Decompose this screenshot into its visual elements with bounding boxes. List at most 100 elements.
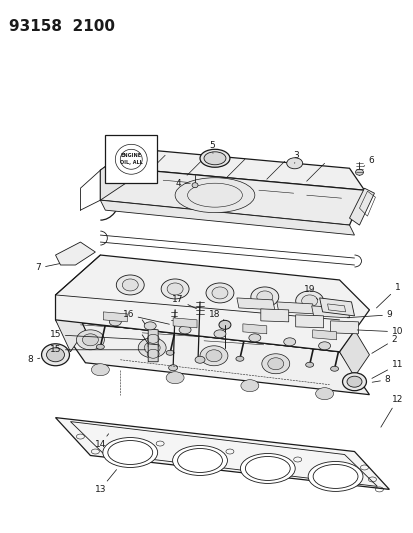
Ellipse shape <box>315 387 333 400</box>
Text: 8: 8 <box>28 356 40 364</box>
Polygon shape <box>330 321 358 334</box>
Ellipse shape <box>172 446 227 475</box>
Ellipse shape <box>76 330 104 350</box>
Text: 1: 1 <box>375 284 399 308</box>
Polygon shape <box>173 318 197 328</box>
Ellipse shape <box>218 320 230 329</box>
Ellipse shape <box>96 344 104 349</box>
Text: OIL, ALL: OIL, ALL <box>120 160 142 165</box>
Text: 10: 10 <box>356 327 402 336</box>
Ellipse shape <box>199 149 229 167</box>
Polygon shape <box>236 298 274 310</box>
Ellipse shape <box>199 346 228 366</box>
Text: 11: 11 <box>371 360 402 378</box>
Text: 6: 6 <box>363 156 373 166</box>
Polygon shape <box>260 309 288 322</box>
Polygon shape <box>100 148 363 225</box>
Text: 7: 7 <box>36 263 59 272</box>
Ellipse shape <box>122 279 138 291</box>
Text: 13: 13 <box>95 470 116 494</box>
Polygon shape <box>55 255 368 352</box>
Ellipse shape <box>144 342 160 354</box>
Ellipse shape <box>301 295 317 307</box>
Ellipse shape <box>295 291 323 311</box>
Ellipse shape <box>138 338 166 358</box>
Polygon shape <box>242 324 266 334</box>
Ellipse shape <box>214 330 225 338</box>
Text: 3: 3 <box>292 151 298 163</box>
Text: 12: 12 <box>380 395 402 427</box>
Ellipse shape <box>342 373 366 391</box>
Ellipse shape <box>166 372 184 384</box>
Text: ENGINE: ENGINE <box>121 153 142 158</box>
Ellipse shape <box>91 364 109 376</box>
Ellipse shape <box>102 438 157 467</box>
Ellipse shape <box>168 365 177 371</box>
Polygon shape <box>339 330 368 377</box>
Ellipse shape <box>116 275 144 295</box>
Ellipse shape <box>240 379 258 392</box>
Polygon shape <box>55 298 85 352</box>
Text: 8: 8 <box>371 375 389 384</box>
Ellipse shape <box>235 356 243 361</box>
Polygon shape <box>100 148 130 200</box>
Text: 93158  2100: 93158 2100 <box>9 19 114 34</box>
Ellipse shape <box>286 158 302 169</box>
Ellipse shape <box>283 338 295 346</box>
Ellipse shape <box>307 462 362 491</box>
Ellipse shape <box>330 366 338 371</box>
Ellipse shape <box>250 287 278 307</box>
Ellipse shape <box>167 283 183 295</box>
Polygon shape <box>55 320 368 394</box>
Ellipse shape <box>144 322 156 330</box>
Text: 19: 19 <box>303 286 317 300</box>
Text: 2: 2 <box>371 335 396 353</box>
Polygon shape <box>105 135 157 183</box>
Ellipse shape <box>166 350 174 356</box>
Polygon shape <box>55 298 354 352</box>
Ellipse shape <box>248 334 260 342</box>
Polygon shape <box>311 306 349 318</box>
Polygon shape <box>100 200 354 235</box>
Text: 5: 5 <box>209 141 214 154</box>
Text: 18: 18 <box>209 310 223 320</box>
Ellipse shape <box>206 283 233 303</box>
Ellipse shape <box>305 362 313 367</box>
Ellipse shape <box>346 376 361 387</box>
Ellipse shape <box>256 291 272 303</box>
Ellipse shape <box>109 318 121 326</box>
Polygon shape <box>55 242 95 265</box>
Polygon shape <box>349 188 373 225</box>
Ellipse shape <box>46 348 64 362</box>
Polygon shape <box>312 330 336 340</box>
Polygon shape <box>319 298 354 316</box>
Ellipse shape <box>206 350 221 362</box>
Text: 9: 9 <box>347 310 391 319</box>
Ellipse shape <box>240 454 294 483</box>
Ellipse shape <box>195 356 204 364</box>
Polygon shape <box>295 315 323 328</box>
Text: 4: 4 <box>175 179 190 188</box>
Text: 17: 17 <box>172 295 196 309</box>
Ellipse shape <box>355 169 363 175</box>
Ellipse shape <box>204 152 225 165</box>
Ellipse shape <box>192 183 197 188</box>
Polygon shape <box>276 302 314 314</box>
Polygon shape <box>148 344 158 362</box>
Ellipse shape <box>41 344 69 366</box>
Text: 16: 16 <box>122 310 169 324</box>
Ellipse shape <box>175 177 254 213</box>
Polygon shape <box>130 148 363 190</box>
Polygon shape <box>103 312 127 322</box>
Text: 15: 15 <box>50 330 145 340</box>
Ellipse shape <box>161 279 189 299</box>
Ellipse shape <box>267 358 283 370</box>
Text: 14: 14 <box>95 434 108 449</box>
Ellipse shape <box>82 334 98 346</box>
Ellipse shape <box>261 354 289 374</box>
Ellipse shape <box>211 287 228 299</box>
Polygon shape <box>148 329 158 347</box>
Polygon shape <box>55 417 389 489</box>
Text: 15: 15 <box>50 345 145 354</box>
Ellipse shape <box>318 342 330 350</box>
